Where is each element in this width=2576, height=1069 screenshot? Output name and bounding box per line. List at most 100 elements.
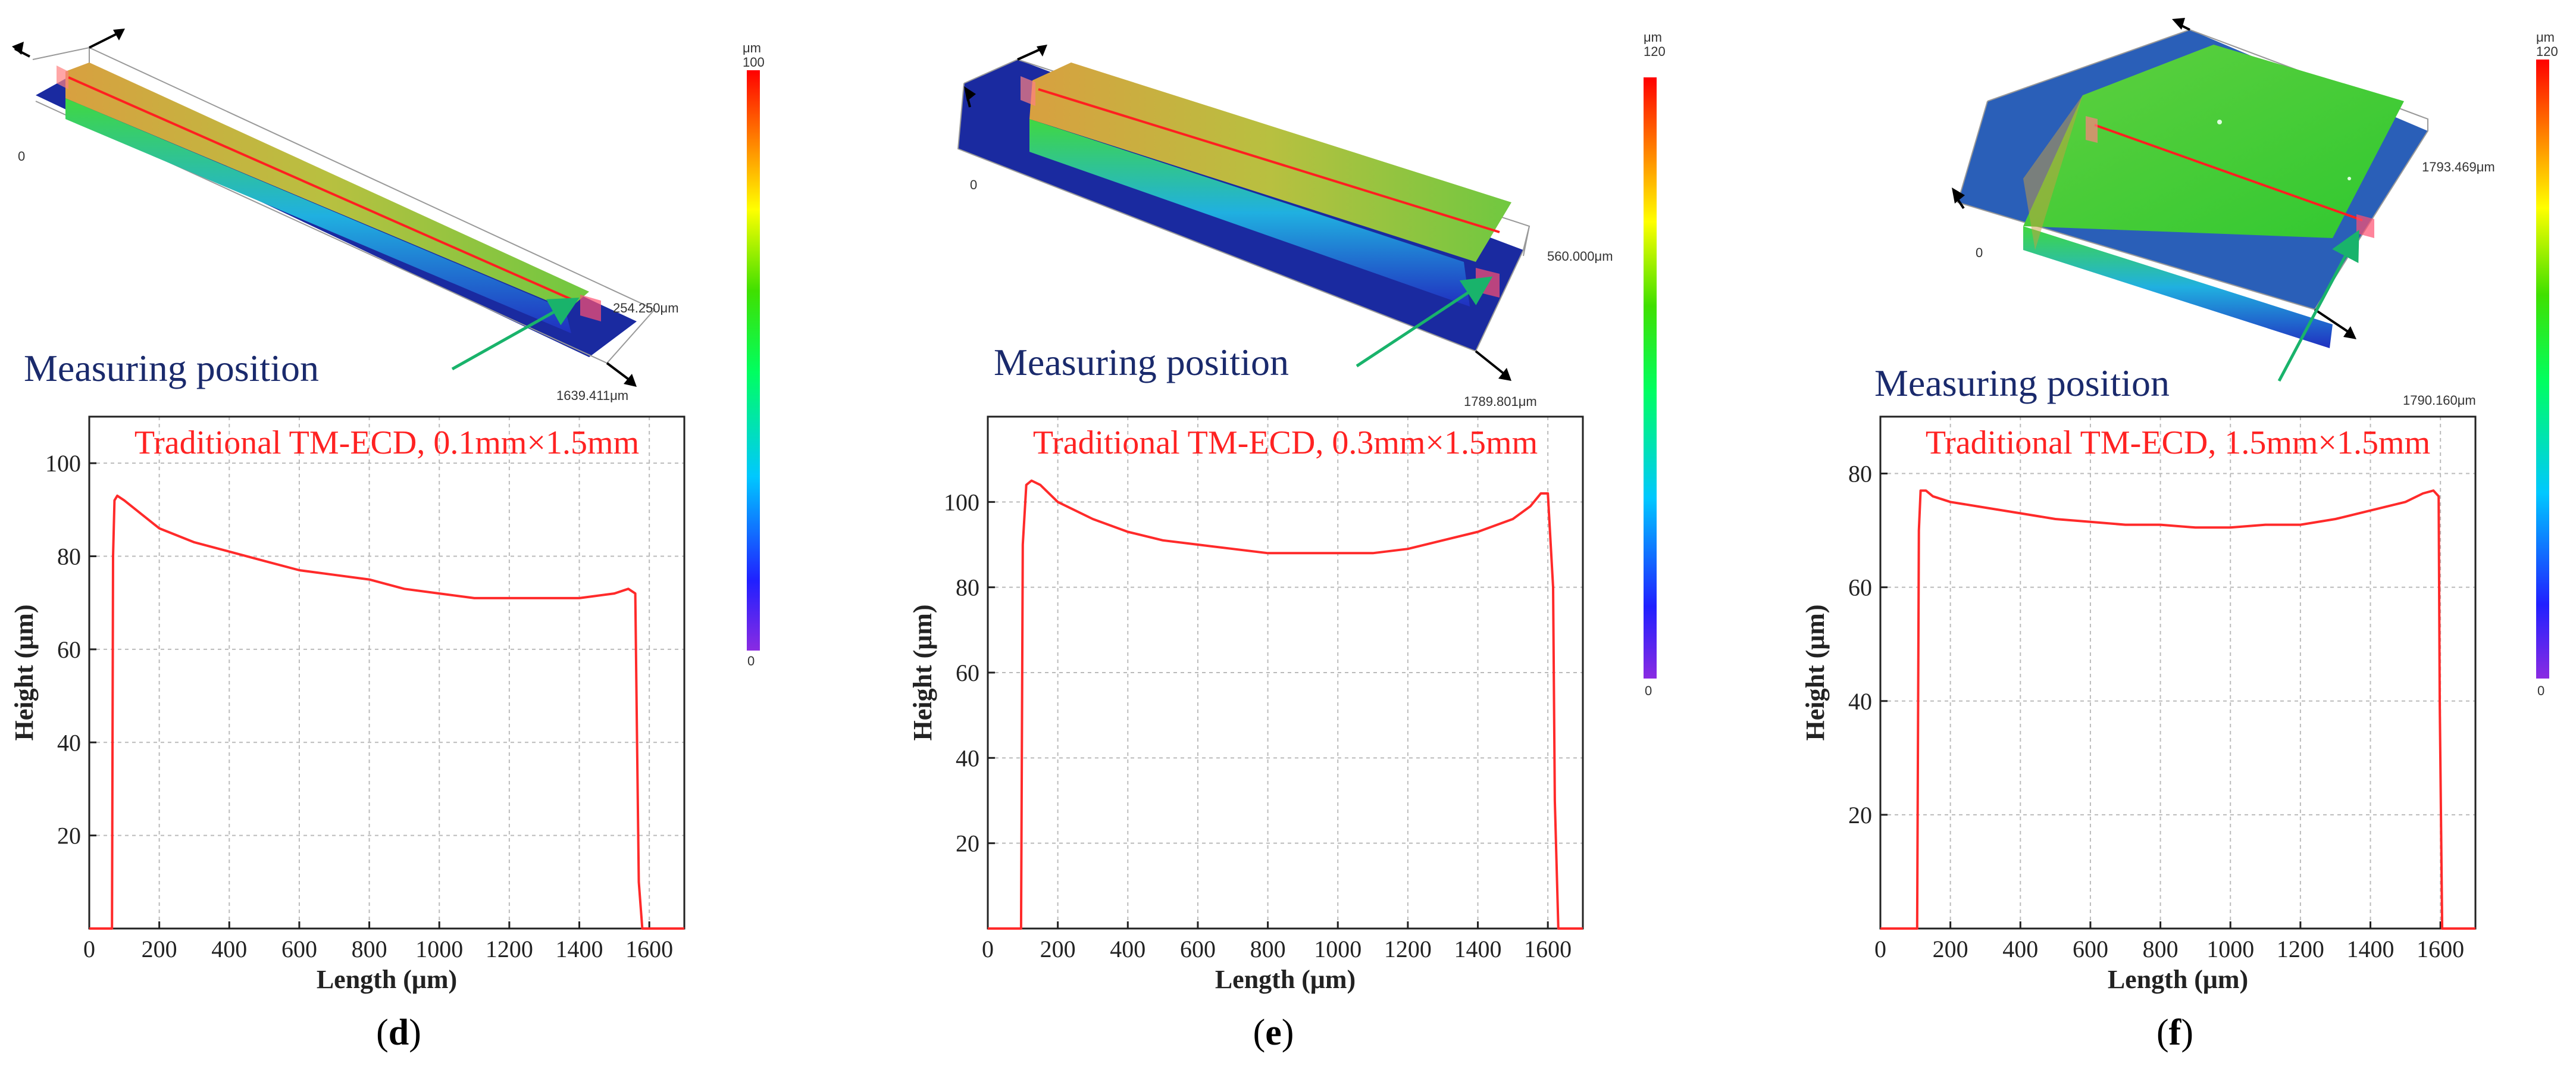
plot-frame	[88, 415, 686, 930]
axis-arrow-x-head	[1498, 368, 1511, 381]
y-tick-label: 80	[956, 574, 979, 601]
surface-plate-edge	[2023, 95, 2083, 250]
x-tick-label: 600	[281, 936, 317, 962]
x-tick-label: 1400	[1454, 936, 1502, 962]
panel-e: 0 560.000μm 1789.801μm Measuring positio…	[869, 0, 1714, 1069]
x-tick-label: 1200	[2277, 936, 2324, 962]
x-tick-label: 1200	[1384, 936, 1432, 962]
colorbar-max: 100	[743, 55, 765, 70]
colorbar	[2536, 60, 2549, 679]
axis-arrow-x-head	[624, 374, 637, 387]
surface-length-label: 1789.801μm	[1464, 394, 1537, 409]
surface-plate-side	[2023, 226, 2333, 348]
panel-label-e: (e)	[1253, 1012, 1294, 1053]
x-tick-label: 800	[352, 936, 387, 962]
y-tick-label: 60	[956, 659, 979, 686]
series-line-profile	[89, 494, 684, 930]
x-tick-label: 800	[1250, 936, 1286, 962]
x-tick-label: 1000	[2206, 936, 2254, 962]
x-tick-label: 1600	[625, 936, 673, 962]
x-tick-label: 1000	[415, 936, 463, 962]
series-line-profile	[988, 479, 1583, 930]
axis-arrow-z-head	[12, 42, 24, 55]
surface-origin-label: 0	[1976, 245, 1983, 260]
axis-arrow-x	[606, 362, 632, 382]
axis-arrow-y	[89, 32, 120, 49]
surface-bar-side	[65, 98, 571, 333]
profile-chart-d: 0 200 400 600 800 1000 1200 1400 1600 20 40 60 80 100…	[10, 415, 686, 994]
x-tick-label: 800	[2143, 936, 2179, 962]
measuring-position-label: Measuring position	[1874, 362, 2170, 404]
chart-title: Traditional TM-ECD, 0.3mm×1.5mm	[1033, 424, 1538, 461]
x-tick-label: 0	[83, 936, 95, 962]
y-tick-label: 100	[45, 450, 81, 477]
surface-bar-side	[1029, 119, 1470, 307]
measuring-position-label: Measuring position	[24, 347, 319, 389]
surface-particle	[2347, 177, 2351, 180]
colorbar-min: 0	[1645, 683, 1652, 698]
profile-chart-e: 0 200 400 600 800 1000 1200 1400 1600 20 40 60 80 100…	[908, 415, 1584, 994]
surface-bar-top	[65, 62, 589, 310]
chart-title: Traditional TM-ECD, 1.5mm×1.5mm	[1926, 424, 2430, 461]
colorbar	[747, 70, 760, 651]
measure-line	[2094, 124, 2363, 221]
colorbar-unit: μm	[743, 40, 761, 55]
surface-length-label: 1790.160μm	[2403, 393, 2476, 408]
y-tick-label: 40	[1848, 688, 1872, 715]
axis-arrow-y	[1017, 48, 1042, 61]
panel-f: 0 1793.469μm 1790.160μm Measuring positi…	[1761, 0, 2576, 1069]
measure-line	[68, 76, 575, 302]
x-tick-label: 0	[1874, 936, 1886, 962]
surface-width-label: 254.250μm	[613, 301, 679, 315]
y-axis-label: Height (μm)	[908, 604, 937, 740]
surface-frame	[32, 46, 656, 364]
surface-plate-top	[2023, 45, 2404, 238]
measuring-position-arrow	[451, 298, 580, 371]
axis-arrow-x	[1475, 350, 1507, 376]
axis-arrow-z-head	[1952, 187, 1965, 204]
panel-d: 0 254.250μm 1639.411μm Measuring positio…	[0, 0, 833, 1069]
y-tick-label: 20	[57, 823, 81, 849]
chart-title: Traditional TM-ECD, 0.1mm×1.5mm	[134, 424, 639, 461]
surface-frame-edge	[1523, 226, 1530, 257]
measuring-position-arrow	[2277, 230, 2359, 382]
measuring-position-label: Measuring position	[994, 341, 1289, 383]
colorbar	[1644, 77, 1657, 679]
x-tick-label: 400	[1110, 936, 1145, 962]
x-axis-label: Length (μm)	[317, 965, 457, 994]
surface-origin-label: 0	[18, 149, 25, 164]
y-tick-label: 20	[956, 830, 979, 857]
axis-arrow-x-head	[2343, 326, 2356, 339]
x-tick-label: 0	[982, 936, 994, 962]
surface-particle	[2217, 120, 2222, 124]
x-axis-label: Length (μm)	[1215, 965, 1356, 994]
axis-arrow-y-head	[2172, 18, 2185, 30]
panel-label-f: (f)	[2156, 1012, 2193, 1053]
panel-label-d: (d)	[376, 1012, 421, 1053]
colorbar-max: 120	[2536, 44, 2558, 59]
measure-plane-end	[580, 295, 601, 321]
x-tick-label: 200	[1040, 936, 1076, 962]
y-tick-label: 60	[57, 636, 81, 663]
colorbar-min: 0	[2537, 683, 2544, 698]
x-tick-label: 600	[2073, 936, 2108, 962]
x-tick-label: 200	[142, 936, 177, 962]
y-tick-label: 60	[1848, 574, 1872, 601]
x-tick-label: 1600	[1524, 936, 1572, 962]
axis-arrow-y-head	[113, 29, 125, 40]
axis-arrow-x	[2314, 308, 2352, 335]
plot-frame	[1879, 415, 2477, 930]
profile-chart-f: 0 200 400 600 800 1000 1200 1400 1600 20 40 60 80 Len…	[1801, 415, 2477, 994]
axis-arrow-z-head	[964, 86, 976, 101]
x-tick-label: 1600	[2417, 936, 2464, 962]
colorbar-unit: μm	[1644, 30, 1662, 45]
y-tick-label: 40	[956, 745, 979, 771]
measure-plane-start	[57, 65, 68, 89]
y-tick-label: 20	[1848, 802, 1872, 829]
x-tick-label: 400	[211, 936, 247, 962]
y-axis-label: Height (μm)	[10, 604, 39, 740]
surface-length-label: 1639.411μm	[556, 388, 628, 403]
x-tick-label: 1200	[486, 936, 533, 962]
y-tick-label: 80	[1848, 461, 1872, 487]
x-tick-label: 200	[1933, 936, 1968, 962]
